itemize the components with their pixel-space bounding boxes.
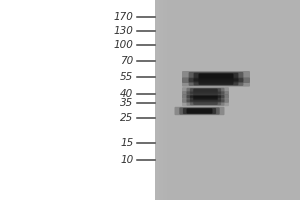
Text: 15: 15 — [120, 138, 134, 148]
FancyBboxPatch shape — [193, 92, 218, 97]
FancyBboxPatch shape — [187, 88, 224, 94]
FancyBboxPatch shape — [190, 100, 221, 105]
Text: 100: 100 — [114, 40, 134, 50]
FancyBboxPatch shape — [199, 73, 233, 80]
FancyBboxPatch shape — [189, 72, 243, 82]
FancyBboxPatch shape — [175, 107, 224, 115]
Text: 25: 25 — [120, 113, 134, 123]
Text: 40: 40 — [120, 89, 134, 99]
FancyBboxPatch shape — [182, 99, 229, 106]
FancyBboxPatch shape — [182, 87, 229, 95]
FancyBboxPatch shape — [190, 96, 221, 102]
Text: 10: 10 — [120, 155, 134, 165]
Text: 70: 70 — [120, 56, 134, 66]
Bar — [167, 0, 169, 200]
FancyBboxPatch shape — [187, 108, 212, 114]
FancyBboxPatch shape — [183, 108, 216, 114]
FancyBboxPatch shape — [193, 96, 218, 101]
Bar — [169, 0, 171, 200]
Text: 170: 170 — [114, 12, 134, 22]
FancyBboxPatch shape — [179, 107, 220, 115]
Bar — [157, 0, 159, 200]
FancyBboxPatch shape — [182, 91, 229, 99]
FancyBboxPatch shape — [182, 71, 250, 83]
FancyBboxPatch shape — [190, 88, 221, 94]
Bar — [155, 0, 157, 200]
FancyBboxPatch shape — [194, 79, 238, 85]
Bar — [155, 0, 300, 200]
Text: 130: 130 — [114, 26, 134, 36]
Text: 35: 35 — [120, 98, 134, 108]
Bar — [165, 0, 167, 200]
Text: 55: 55 — [120, 72, 134, 82]
FancyBboxPatch shape — [194, 73, 238, 81]
FancyBboxPatch shape — [187, 92, 224, 98]
FancyBboxPatch shape — [199, 79, 233, 85]
Bar — [161, 0, 163, 200]
Bar — [163, 0, 165, 200]
FancyBboxPatch shape — [187, 95, 224, 102]
FancyBboxPatch shape — [193, 100, 218, 105]
FancyBboxPatch shape — [187, 100, 224, 106]
FancyBboxPatch shape — [182, 94, 229, 103]
FancyBboxPatch shape — [189, 78, 243, 86]
FancyBboxPatch shape — [190, 92, 221, 98]
FancyBboxPatch shape — [193, 89, 218, 93]
Bar — [159, 0, 161, 200]
FancyBboxPatch shape — [182, 77, 250, 87]
